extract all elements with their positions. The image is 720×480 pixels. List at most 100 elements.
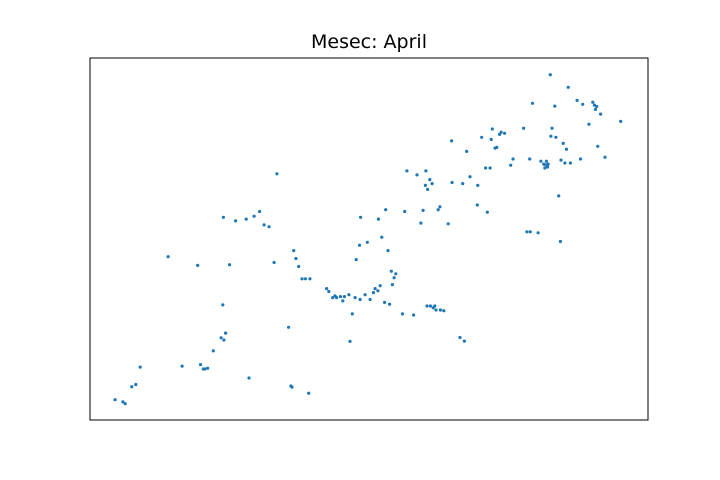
data-point (394, 272, 398, 276)
data-point (219, 336, 223, 340)
data-point (553, 104, 557, 108)
data-point (357, 243, 362, 247)
data-point (557, 194, 561, 198)
data-point (297, 264, 301, 269)
data-point (468, 175, 472, 179)
data-point (371, 291, 376, 295)
data-point (461, 182, 465, 186)
data-point (359, 215, 363, 219)
data-point (423, 183, 427, 187)
data-point (389, 269, 393, 273)
data-point (390, 283, 394, 287)
data-point (307, 391, 311, 395)
data-point (566, 85, 570, 89)
data-point (544, 159, 549, 163)
data-point (267, 225, 271, 229)
data-point (561, 141, 565, 145)
data-point (335, 296, 339, 300)
data-point (403, 209, 407, 214)
data-points (113, 73, 623, 406)
data-point (428, 178, 432, 182)
data-point (123, 402, 127, 406)
data-point (206, 366, 210, 370)
data-point (568, 161, 573, 165)
data-point (595, 104, 599, 109)
data-point (619, 119, 623, 123)
data-point (376, 289, 380, 293)
data-point (234, 219, 238, 223)
data-point (376, 217, 381, 221)
chart-title: Mesec: April (311, 31, 427, 53)
data-point (386, 249, 390, 253)
data-point (480, 135, 484, 139)
data-point (262, 223, 266, 227)
data-point (596, 144, 600, 148)
data-point (405, 169, 409, 173)
data-point (436, 208, 440, 212)
data-point (559, 158, 563, 162)
data-point (338, 295, 343, 299)
data-point (438, 205, 442, 209)
data-point (485, 210, 489, 214)
data-point (365, 240, 369, 244)
data-point (476, 183, 480, 187)
data-point (378, 284, 382, 288)
data-point (528, 230, 532, 234)
data-point (384, 208, 388, 212)
data-point (499, 130, 503, 134)
data-point (348, 339, 352, 343)
data-point (490, 127, 494, 131)
data-point (581, 102, 585, 106)
data-point (593, 107, 598, 111)
data-point (134, 382, 138, 387)
data-point (211, 349, 215, 353)
data-point (462, 339, 466, 343)
data-point (113, 398, 117, 402)
data-point (354, 258, 358, 262)
data-point (424, 169, 428, 173)
data-point (363, 293, 367, 297)
data-point (258, 209, 262, 214)
data-point (438, 308, 442, 312)
data-point (591, 100, 595, 104)
data-point (358, 297, 362, 302)
data-point (121, 400, 125, 404)
data-point (458, 335, 462, 340)
data-point (550, 126, 554, 130)
data-point (203, 367, 207, 371)
data-point (287, 325, 291, 329)
data-point (290, 385, 294, 389)
data-point (434, 308, 438, 312)
data-point (353, 296, 357, 300)
data-point (400, 312, 405, 316)
data-point (546, 165, 550, 169)
data-point (509, 163, 513, 167)
data-point (446, 222, 450, 226)
data-point (578, 157, 583, 161)
data-point (350, 312, 354, 316)
data-point (294, 256, 298, 261)
data-point (563, 161, 567, 165)
data-point (368, 297, 372, 302)
data-point (300, 277, 304, 281)
data-point (543, 166, 547, 170)
data-point (587, 122, 591, 126)
data-point (342, 295, 346, 299)
data-point (426, 187, 430, 191)
data-point (247, 376, 251, 380)
data-point (433, 304, 437, 308)
data-point (222, 338, 226, 342)
data-point (442, 309, 446, 313)
data-point (554, 135, 558, 139)
data-point (430, 182, 434, 186)
data-point (327, 289, 331, 294)
data-point (341, 299, 345, 303)
data-point (511, 157, 515, 161)
data-point (388, 302, 392, 306)
data-point (292, 249, 296, 253)
data-point (221, 303, 225, 307)
data-point (196, 263, 200, 267)
plot-area-frame (89, 57, 649, 421)
data-point (347, 293, 351, 297)
data-point (592, 103, 597, 107)
